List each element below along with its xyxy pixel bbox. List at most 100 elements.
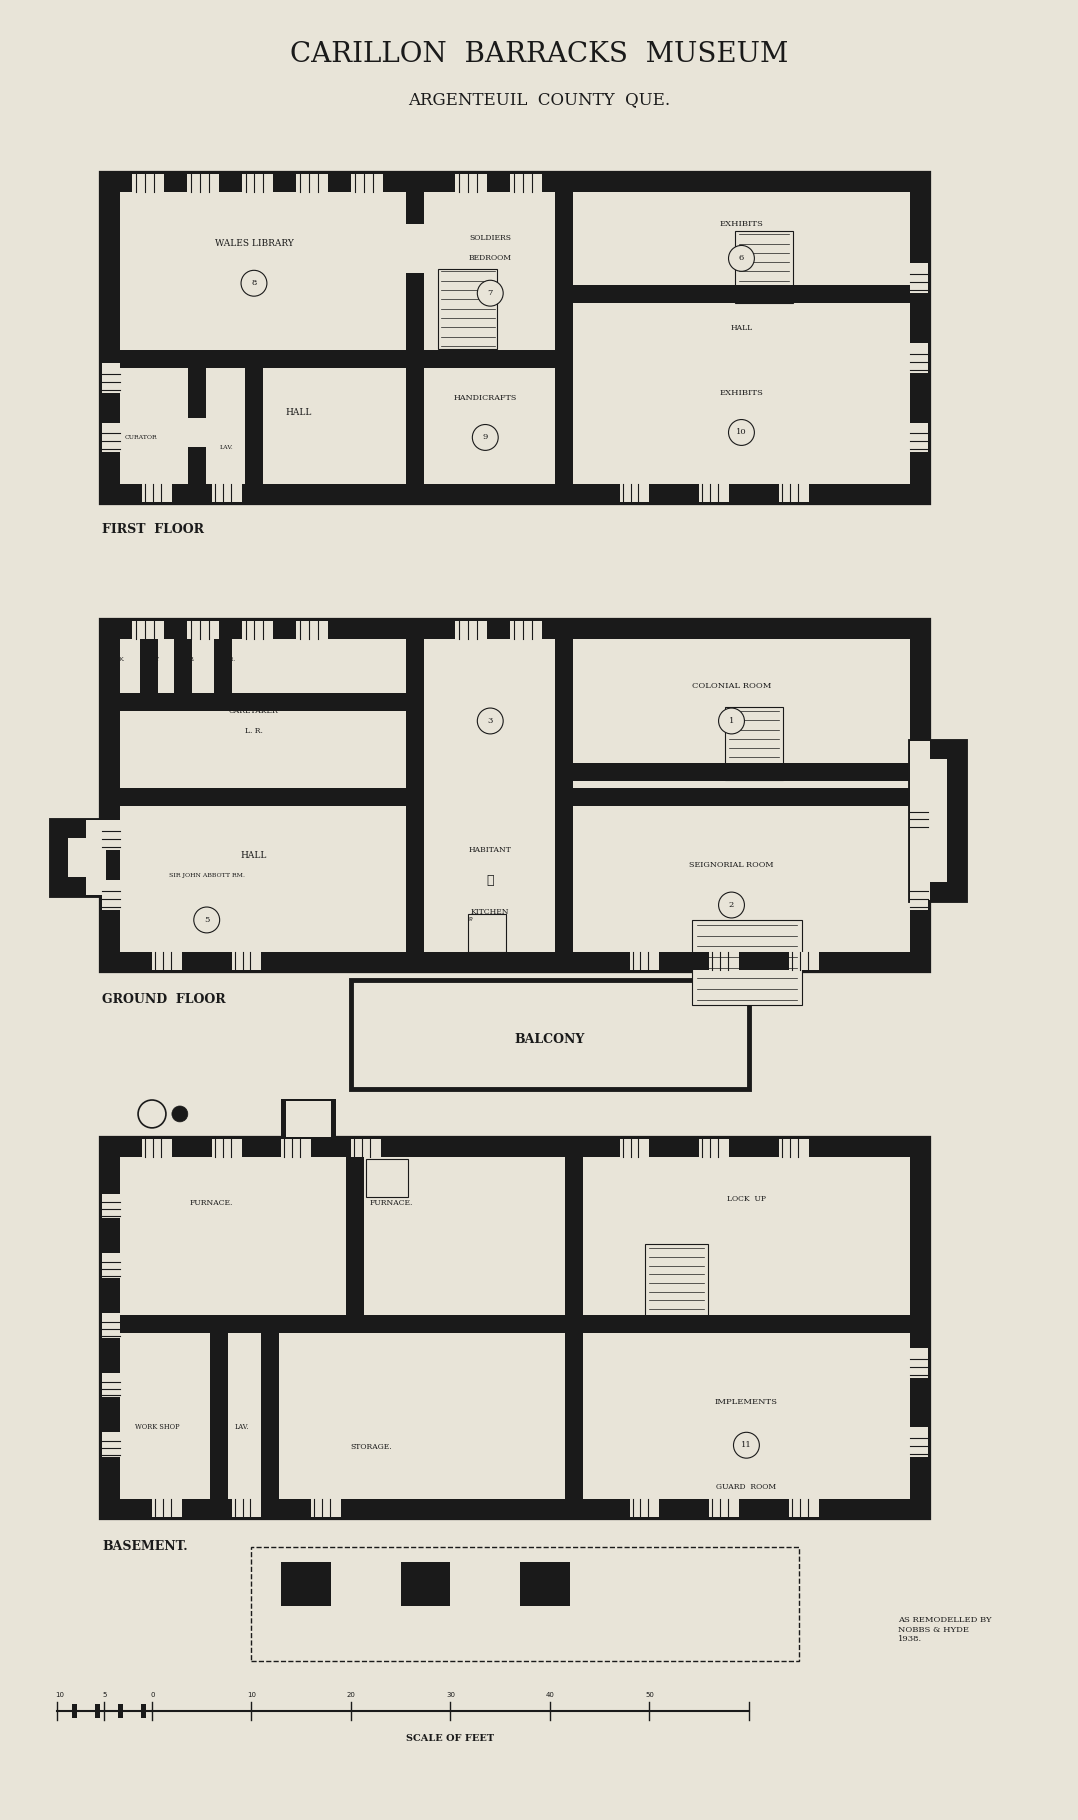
Text: 50: 50	[645, 1693, 654, 1698]
Text: IMPLEMENTS: IMPLEMENTS	[715, 1398, 778, 1407]
Bar	[565, 1314, 928, 1332]
Text: BEDROOM: BEDROOM	[469, 255, 512, 262]
Bar	[468, 914, 507, 952]
Bar	[211, 1139, 241, 1158]
Bar	[102, 1372, 120, 1398]
Text: V.: V.	[154, 657, 160, 662]
Bar	[725, 706, 783, 779]
Circle shape	[719, 892, 745, 917]
Bar	[51, 821, 105, 895]
Text: HALL: HALL	[731, 324, 752, 331]
Bar	[365, 1159, 407, 1196]
Bar	[946, 741, 965, 901]
Bar	[351, 175, 383, 191]
Bar	[102, 175, 928, 502]
Bar	[565, 1139, 583, 1516]
Text: 8: 8	[251, 278, 257, 288]
Bar	[405, 621, 424, 970]
Bar	[102, 1312, 120, 1338]
Bar	[186, 175, 219, 191]
Bar	[692, 919, 802, 1005]
Bar	[188, 368, 206, 502]
Text: 10: 10	[55, 1693, 64, 1698]
Bar	[102, 1194, 120, 1218]
Bar	[211, 484, 241, 502]
Bar	[152, 1500, 182, 1516]
Text: KITCHEN: KITCHEN	[471, 908, 510, 915]
Bar	[287, 1101, 331, 1138]
Bar	[142, 1139, 171, 1158]
Bar	[86, 821, 106, 895]
Text: HALL: HALL	[720, 795, 743, 803]
Text: P.: P.	[468, 917, 472, 923]
Bar	[910, 422, 928, 453]
Bar	[95, 1704, 100, 1718]
Text: CURATOR: CURATOR	[124, 435, 156, 440]
Text: GROUND  FLOOR: GROUND FLOOR	[102, 994, 226, 1006]
Text: BASEMENT.: BASEMENT.	[102, 1540, 188, 1552]
Bar	[778, 1139, 808, 1158]
Text: SOLDIERS: SOLDIERS	[469, 235, 511, 242]
Bar	[186, 621, 219, 639]
Bar	[455, 175, 487, 191]
Bar	[102, 362, 120, 393]
Bar	[102, 952, 928, 970]
Bar	[102, 484, 928, 502]
Bar	[910, 741, 965, 759]
Bar	[102, 621, 120, 970]
Bar	[438, 269, 497, 349]
Text: EXHIBITS: EXHIBITS	[719, 220, 763, 228]
Bar	[102, 1139, 120, 1516]
Text: 1: 1	[729, 717, 734, 724]
Bar	[51, 821, 68, 895]
Text: SEIGNORIAL ROOM: SEIGNORIAL ROOM	[689, 861, 774, 870]
Bar	[60, 1704, 66, 1718]
Text: 20: 20	[346, 1693, 356, 1698]
Text: 30: 30	[446, 1693, 455, 1698]
Bar	[251, 1547, 799, 1662]
Bar	[152, 952, 182, 970]
Text: CARETAKER: CARETAKER	[230, 706, 279, 715]
Bar	[246, 368, 263, 502]
Bar	[140, 639, 158, 712]
Text: EXHIBITS: EXHIBITS	[719, 389, 763, 397]
Circle shape	[241, 271, 267, 297]
Bar	[620, 484, 649, 502]
Bar	[630, 1500, 660, 1516]
Text: 6: 6	[738, 255, 744, 262]
Text: C: C	[374, 792, 377, 795]
Bar	[102, 788, 424, 806]
Bar	[241, 175, 274, 191]
Bar	[262, 1332, 279, 1516]
Bar	[102, 821, 120, 850]
Bar	[910, 342, 928, 373]
Text: SCALE OF FEET: SCALE OF FEET	[406, 1734, 495, 1744]
Text: HALL: HALL	[286, 408, 312, 417]
Circle shape	[478, 708, 503, 733]
Bar	[646, 1245, 708, 1321]
Circle shape	[733, 1432, 759, 1458]
Text: 2: 2	[729, 901, 734, 908]
Bar	[709, 952, 738, 970]
Bar	[789, 1500, 818, 1516]
Bar	[133, 175, 164, 191]
Text: L. R.: L. R.	[245, 726, 263, 735]
Bar	[520, 1562, 570, 1607]
Text: B.R.: B.R.	[223, 657, 236, 662]
Text: HABITANT: HABITANT	[469, 846, 512, 854]
Bar	[405, 175, 424, 502]
Bar	[910, 881, 928, 910]
Bar	[142, 484, 171, 502]
Text: C: C	[355, 792, 358, 795]
Text: 5: 5	[102, 1693, 107, 1698]
Bar	[709, 1500, 738, 1516]
Bar	[630, 952, 660, 970]
Text: LAV.: LAV.	[220, 444, 234, 450]
Bar	[102, 881, 120, 910]
Bar	[296, 621, 328, 639]
Text: K.: K.	[120, 657, 125, 662]
Text: 10: 10	[736, 428, 747, 437]
Text: ARGENTEUIL  COUNTY  QUE.: ARGENTEUIL COUNTY QUE.	[407, 91, 671, 107]
Circle shape	[194, 906, 220, 934]
Bar	[789, 952, 818, 970]
